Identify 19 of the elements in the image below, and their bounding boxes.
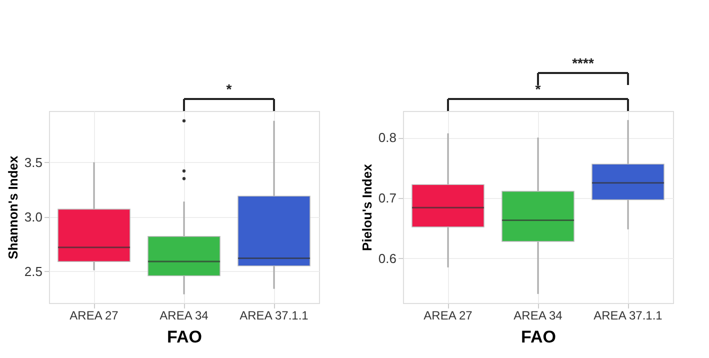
y-tick-label: 0.7 — [378, 190, 396, 206]
x-axis-title: FAO — [521, 328, 556, 346]
y-axis-title: Shannon's Index — [5, 154, 20, 260]
x-axis-title: FAO — [167, 328, 202, 346]
y-tick-label: 0.6 — [378, 250, 396, 266]
x-tick-label: AREA 34 — [160, 308, 209, 322]
text: **** — [572, 55, 594, 71]
y-tick-label: 0.8 — [378, 130, 396, 146]
x-tick-label: AREA 34 — [514, 308, 563, 322]
y-tick-label: 3.5 — [24, 154, 42, 170]
x-tick-label: AREA 27 — [424, 308, 473, 322]
text: * — [226, 81, 232, 97]
x-tick-label: AREA 37.1.1 — [594, 308, 663, 322]
y-tick-label: 2.5 — [24, 264, 42, 279]
x-tick-label: AREA 37.1.1 — [240, 308, 309, 322]
y-tick-label: 3.0 — [24, 209, 42, 224]
x-tick-label: AREA 27 — [70, 308, 119, 322]
y-axis-title: Pielou's Index — [359, 163, 374, 251]
text: * — [535, 81, 542, 97]
